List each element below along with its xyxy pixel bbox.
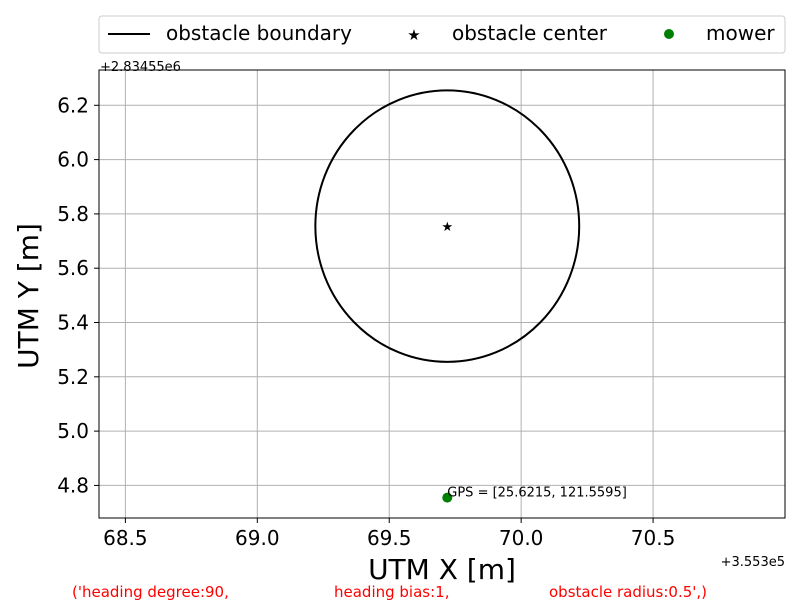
y-tick-label: 5.0 bbox=[57, 419, 89, 443]
y-tick-label: 5.4 bbox=[57, 311, 89, 335]
y-tick-label: 6.2 bbox=[57, 93, 89, 117]
legend: obstacle boundary ★ obstacle center mowe… bbox=[98, 15, 786, 54]
legend-label-mower: mower bbox=[706, 21, 775, 45]
y-tick-label: 4.8 bbox=[57, 473, 89, 497]
y-offset-label: +2.83455e6 bbox=[100, 60, 181, 75]
x-tick-label: 69.5 bbox=[367, 526, 412, 550]
x-tick-label: 70.5 bbox=[631, 526, 676, 550]
plot-frame bbox=[98, 69, 786, 519]
x-ticks: 68.5 69.0 69.5 70.0 70.5 bbox=[103, 518, 675, 550]
x-axis-label: UTM X [m] bbox=[368, 553, 516, 586]
y-axis-label: UTM Y [m] bbox=[12, 223, 45, 369]
grid bbox=[99, 70, 785, 518]
y-tick-label: 6.0 bbox=[57, 148, 89, 172]
mower-point bbox=[442, 492, 453, 503]
x-tick-label: 68.5 bbox=[103, 526, 148, 550]
y-tick-label: 5.2 bbox=[57, 365, 89, 389]
legend-frame bbox=[98, 15, 786, 54]
legend-star-icon: ★ bbox=[407, 26, 420, 44]
x-offset-label: +3.553e5 bbox=[721, 555, 785, 570]
legend-dot-icon bbox=[664, 29, 674, 39]
legend-label-boundary: obstacle boundary bbox=[166, 21, 352, 45]
x-tick-label: 70.0 bbox=[499, 526, 544, 550]
obstacle-boundary bbox=[314, 89, 581, 363]
footer-heading-bias: heading bias:1, bbox=[334, 583, 449, 600]
plot-area: ★ GPS = [25.6215, 121.5595] bbox=[98, 69, 786, 519]
footer-heading-degree: ('heading degree:90, bbox=[72, 583, 229, 600]
y-tick-label: 5.6 bbox=[57, 256, 89, 280]
legend-label-center: obstacle center bbox=[452, 21, 608, 45]
y-tick-label: 5.8 bbox=[57, 202, 89, 226]
x-tick-label: 69.0 bbox=[235, 526, 280, 550]
obstacle-center-star-icon: ★ bbox=[441, 220, 453, 235]
footer-obstacle-radius: obstacle radius:0.5',) bbox=[549, 583, 707, 600]
y-ticks: 4.8 5.0 5.2 5.4 5.6 5.8 6.0 6.2 bbox=[57, 93, 99, 497]
gps-annotation: GPS = [25.6215, 121.5595] bbox=[447, 486, 627, 501]
